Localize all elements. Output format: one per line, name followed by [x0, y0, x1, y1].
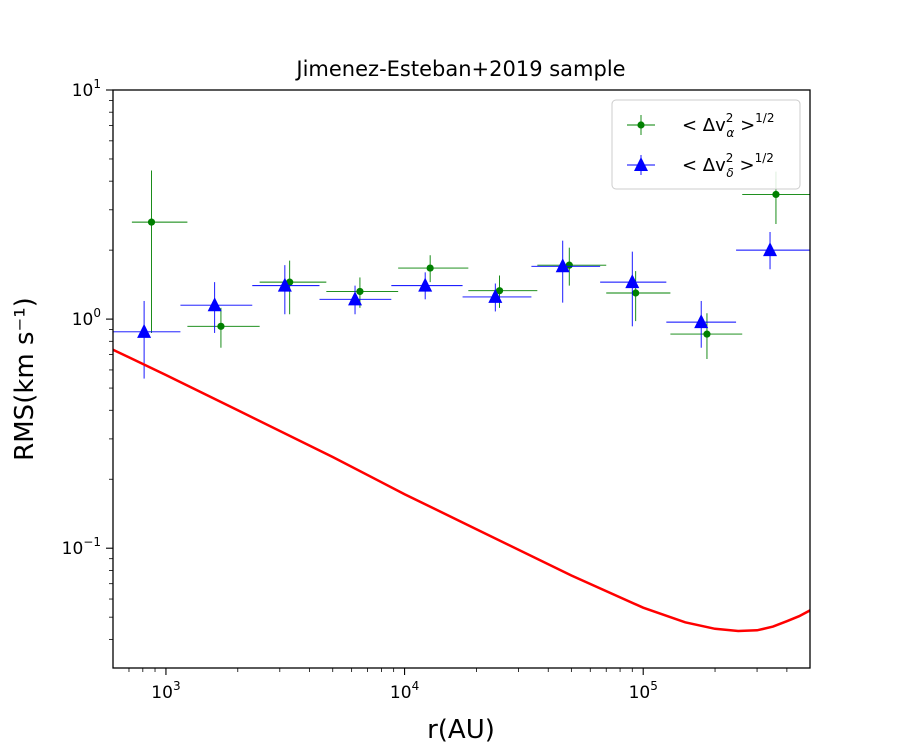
delta-point [207, 297, 222, 312]
y-tick-label: 101 [72, 77, 101, 101]
y-tick-label: 10−1 [62, 535, 101, 559]
plot-area [113, 170, 810, 633]
plot-contents [113, 170, 810, 633]
alpha-point [632, 289, 640, 297]
y-tick-label: 100 [72, 306, 101, 330]
model-curve [113, 348, 810, 633]
delta-point [418, 277, 433, 292]
legend-box [611, 99, 801, 190]
delta-point [137, 323, 152, 338]
alpha-point [356, 287, 364, 296]
delta-point [763, 242, 778, 257]
delta-point [625, 274, 640, 289]
axis-ticks: 103 104 105 10−1 100 101 [62, 77, 788, 703]
legend-label: < Δv2 α >1/2 [682, 111, 774, 140]
alpha-point [147, 218, 156, 226]
delta-point [348, 291, 363, 306]
axes-frame [112, 89, 811, 669]
alpha-point [703, 330, 711, 338]
alpha-point [426, 264, 434, 272]
chart-title: Jimenez-Esteban+2019 sample [294, 57, 625, 81]
delta-point [488, 288, 503, 303]
legend-label: < Δv2 δ >1/2 [682, 151, 774, 180]
x-tick-label: 103 [151, 679, 180, 703]
alpha-point [217, 322, 225, 330]
delta-point [277, 277, 292, 292]
legend-marker-circle [637, 121, 645, 129]
x-axis-label: r(AU) [427, 715, 495, 745]
x-tick-label: 104 [390, 679, 419, 703]
legend: < Δv2 α >1/2 < Δv2 δ >1/2 [611, 99, 801, 190]
alpha-point [495, 287, 504, 295]
delta-point [555, 258, 570, 273]
y-axis-label: RMS(km s⁻¹) [10, 297, 40, 461]
legend-marker-triangle [634, 157, 648, 171]
x-tick-label: 105 [629, 679, 658, 703]
alpha-point [565, 261, 573, 269]
delta-point [694, 314, 709, 329]
alpha-point [772, 190, 780, 199]
